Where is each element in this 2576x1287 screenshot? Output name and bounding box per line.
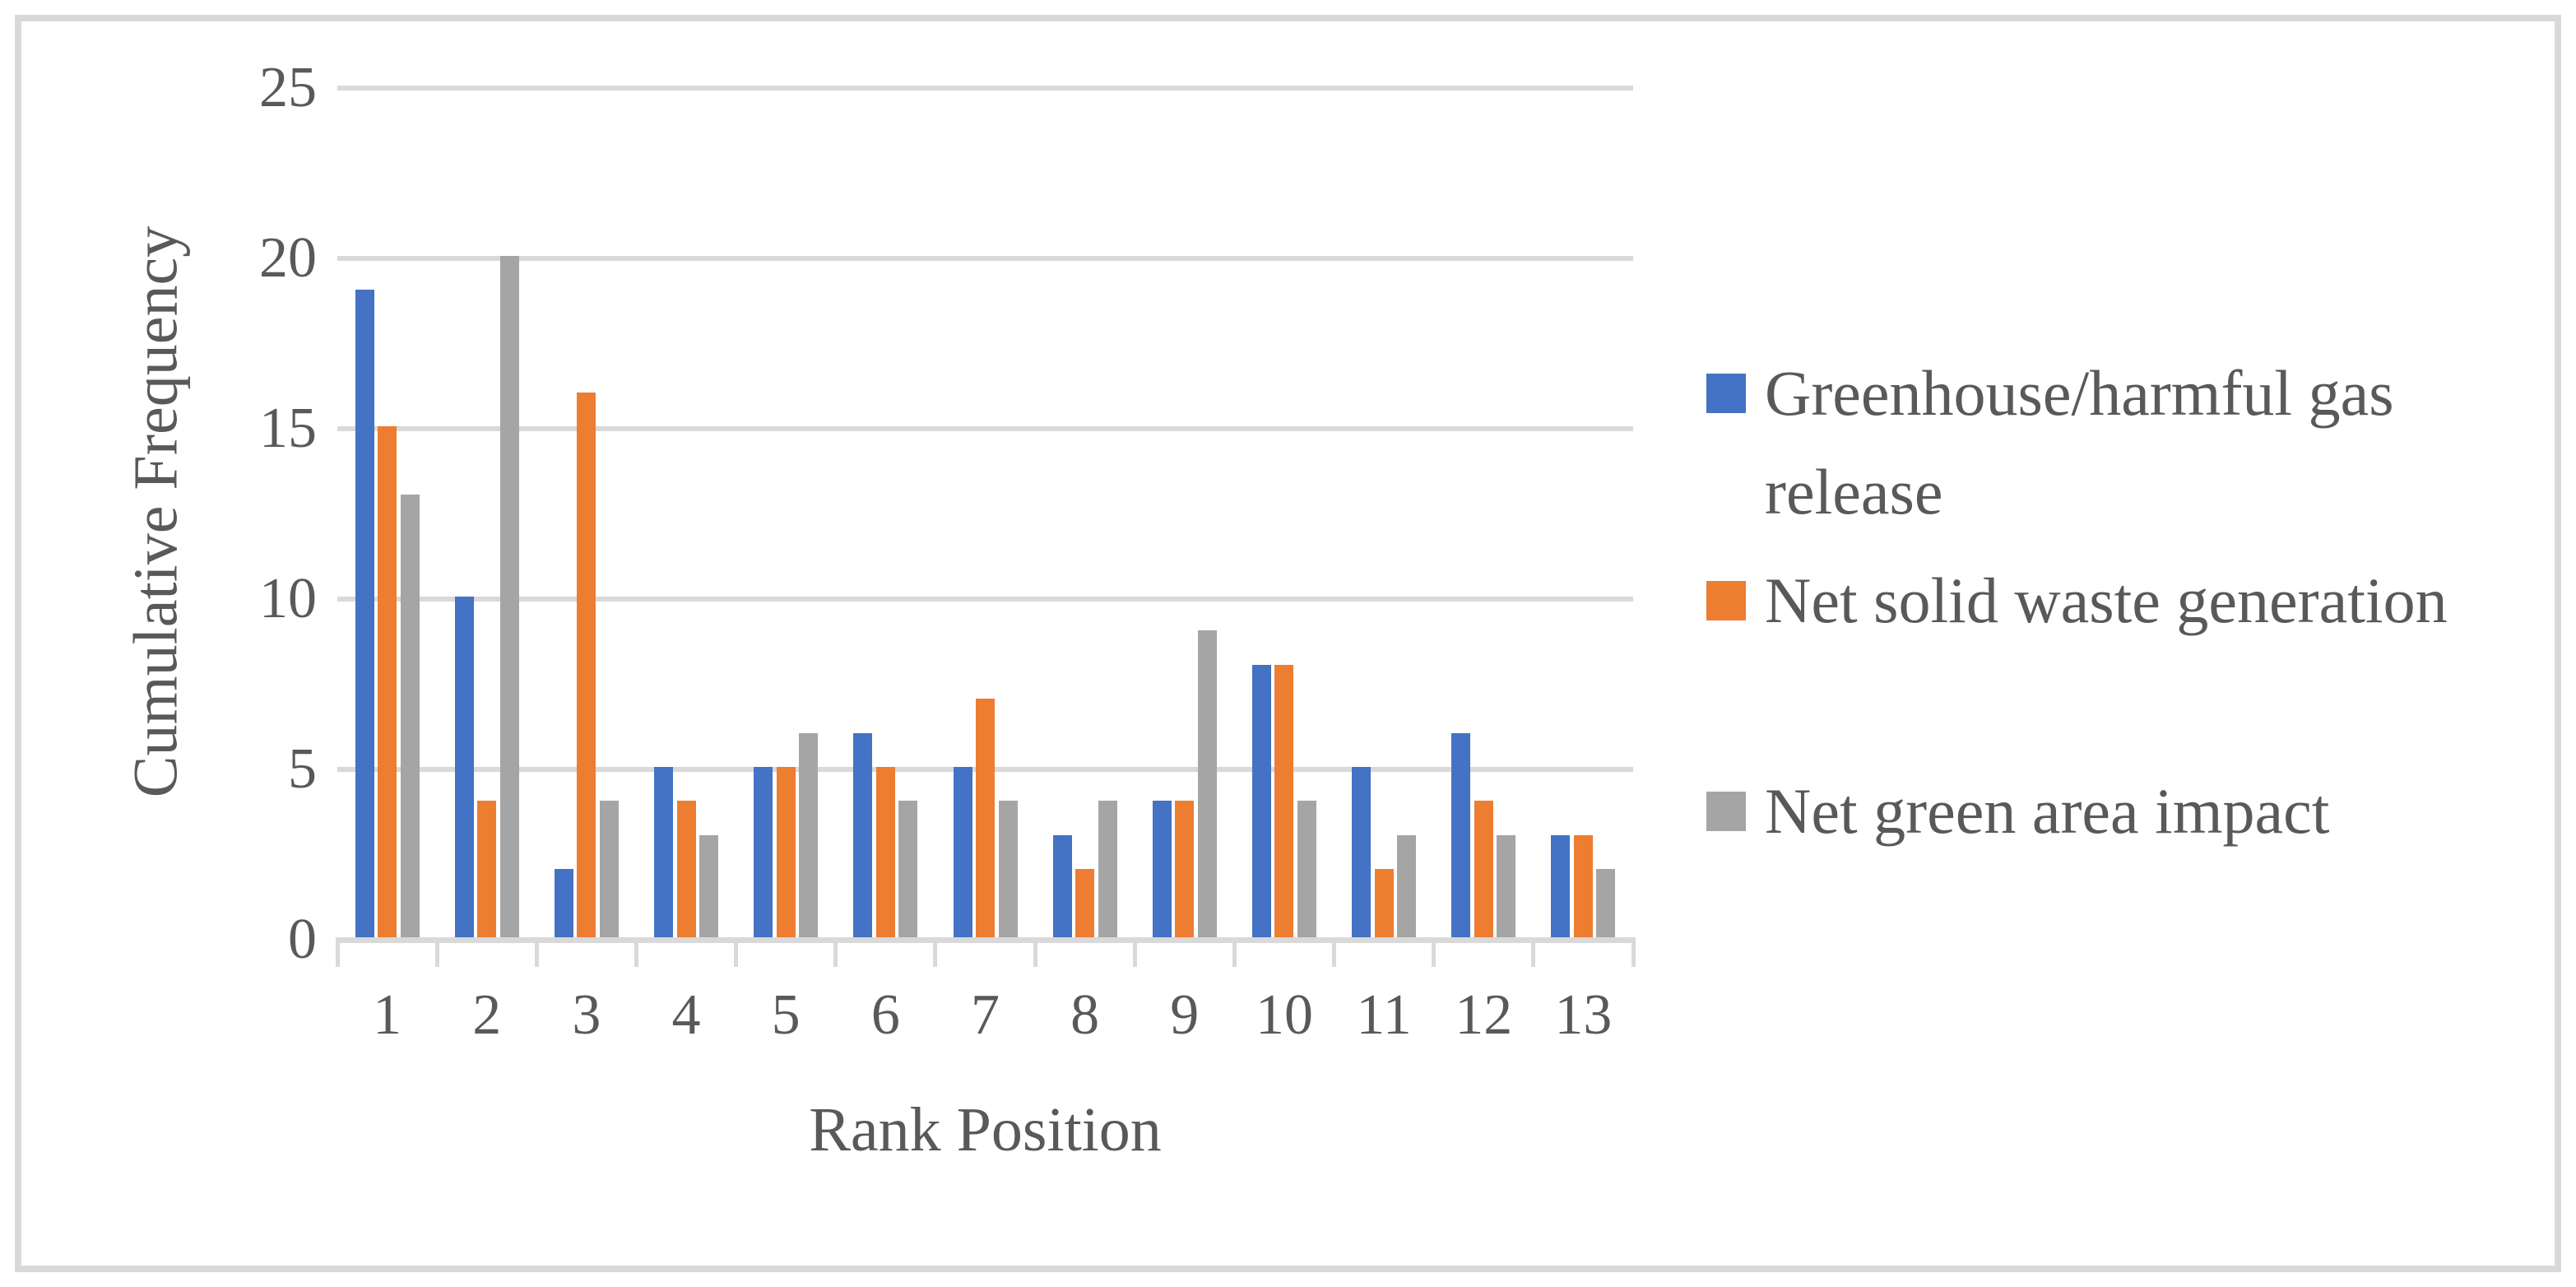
- bar-series2-rank2: [477, 801, 497, 937]
- bar-series1-rank10: [1251, 664, 1271, 937]
- bar-series1-rank1: [355, 290, 374, 937]
- bar-series3-rank8: [1098, 801, 1117, 937]
- legend-label: Net green area impact: [1765, 775, 2330, 847]
- bar-series2-rank5: [776, 767, 796, 937]
- bar-series3-rank1: [400, 494, 420, 937]
- bar-series1-rank6: [853, 732, 873, 937]
- legend-label: Net solid waste generation: [1765, 565, 2448, 636]
- bar-series3-rank9: [1197, 630, 1217, 937]
- x-axis-tick-mark: [833, 937, 838, 967]
- bar-series1-rank13: [1551, 834, 1571, 937]
- x-category-label-8: 8: [1070, 983, 1100, 1047]
- bar-series1-rank4: [654, 767, 674, 937]
- gridline-y-20: [337, 256, 1633, 261]
- y-axis-title-text: Cumulative Frequency: [121, 225, 191, 798]
- x-category-label-12: 12: [1455, 983, 1513, 1047]
- x-axis-tick-mark: [434, 937, 439, 967]
- bar-series2-rank3: [577, 392, 596, 937]
- x-axis-tick-mark: [1531, 937, 1536, 967]
- bar-series2-rank8: [1075, 869, 1095, 937]
- y-tick-label-20: 20: [259, 226, 317, 290]
- x-axis-tick-mark: [1332, 937, 1337, 967]
- gridline-y-15: [337, 426, 1633, 431]
- x-category-label-1: 1: [373, 983, 402, 1047]
- x-axis-tick-mark: [1033, 937, 1037, 967]
- bar-series1-rank9: [1152, 801, 1172, 937]
- bar-series3-rank12: [1497, 834, 1516, 937]
- bar-series2-rank4: [676, 801, 696, 937]
- bar-series2-rank12: [1474, 801, 1493, 937]
- x-axis-tick-mark: [1432, 937, 1437, 967]
- chart-border-frame: [15, 15, 2561, 1272]
- x-axis-tick-mark: [534, 937, 539, 967]
- x-axis-tick-mark: [1232, 937, 1237, 967]
- plot-area: [337, 86, 1633, 943]
- y-tick-label-15: 15: [259, 397, 317, 460]
- legend-swatch-icon: [1706, 792, 1746, 831]
- x-category-label-6: 6: [870, 983, 900, 1047]
- bar-series1-rank2: [454, 597, 474, 937]
- legend-label: Greenhouse/harmful gas release: [1765, 357, 2394, 527]
- x-category-label-7: 7: [970, 983, 1000, 1047]
- legend-swatch-icon: [1706, 374, 1746, 413]
- bar-series1-rank12: [1451, 732, 1471, 937]
- bar-series2-rank13: [1573, 834, 1593, 937]
- x-category-label-13: 13: [1554, 983, 1613, 1047]
- legend-swatch-icon: [1706, 581, 1746, 620]
- bar-series3-rank4: [699, 834, 719, 937]
- gridline-y-10: [337, 597, 1633, 602]
- bar-series2-rank7: [976, 699, 995, 937]
- x-category-label-9: 9: [1170, 983, 1200, 1047]
- bar-series1-rank7: [953, 767, 972, 937]
- bar-series3-rank10: [1297, 801, 1316, 937]
- bar-series2-rank11: [1374, 869, 1394, 937]
- x-category-label-11: 11: [1356, 983, 1412, 1047]
- bar-series1-rank11: [1352, 767, 1372, 937]
- x-axis-tick-mark: [335, 937, 340, 967]
- x-axis-tick-mark: [634, 937, 638, 967]
- x-axis-tick-mark: [734, 937, 739, 967]
- x-axis-title: Rank Position: [809, 1095, 1162, 1164]
- x-category-label-10: 10: [1255, 983, 1313, 1047]
- bar-series3-rank11: [1397, 834, 1417, 937]
- bar-series2-rank6: [875, 767, 895, 937]
- x-category-label-3: 3: [572, 983, 601, 1047]
- bar-series1-rank8: [1052, 834, 1072, 937]
- bar-series2-rank10: [1274, 664, 1294, 937]
- bar-series3-rank13: [1596, 869, 1616, 937]
- bar-series3-rank2: [499, 256, 519, 937]
- x-axis-tick-mark: [1631, 937, 1636, 967]
- x-category-label-5: 5: [771, 983, 801, 1047]
- y-tick-label-5: 5: [288, 737, 317, 801]
- y-tick-label-0: 0: [288, 908, 317, 971]
- x-axis-tick-mark: [933, 937, 938, 967]
- gridline-y-25: [337, 86, 1633, 91]
- bar-series1-rank3: [554, 869, 573, 937]
- x-category-label-2: 2: [472, 983, 502, 1047]
- bar-series3-rank3: [599, 801, 619, 937]
- bar-series3-rank7: [998, 801, 1018, 937]
- x-axis-line: [337, 937, 1633, 943]
- bar-series1-rank5: [754, 767, 773, 937]
- x-axis-tick-mark: [1132, 937, 1137, 967]
- y-tick-label-10: 10: [259, 567, 317, 630]
- bar-series3-rank5: [799, 732, 819, 937]
- y-tick-label-25: 25: [259, 56, 317, 119]
- bar-series2-rank1: [378, 426, 397, 937]
- bar-series3-rank6: [898, 801, 918, 937]
- bar-series2-rank9: [1175, 801, 1195, 937]
- x-category-label-4: 4: [671, 983, 701, 1047]
